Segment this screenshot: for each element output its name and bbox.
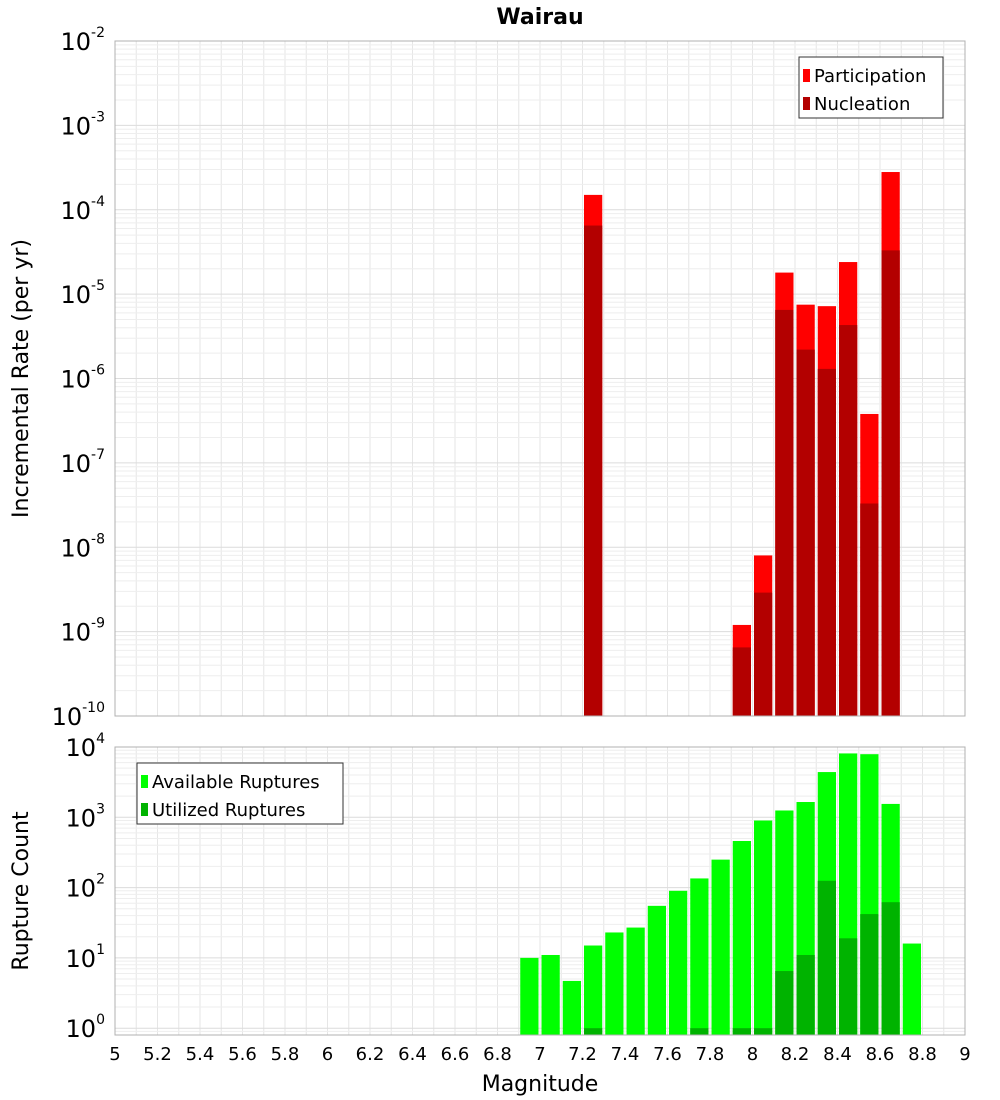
bar — [775, 309, 794, 716]
legend-label: Available Ruptures — [152, 772, 320, 793]
bar — [584, 1028, 603, 1035]
bar — [690, 1028, 709, 1035]
series-1 — [584, 880, 900, 1035]
y-tick-label: 10-2 — [60, 25, 105, 56]
x-tick-label: 5.8 — [271, 1044, 300, 1065]
y-tick-label: 10-9 — [60, 616, 105, 647]
y-tick-label: 10-8 — [60, 531, 105, 562]
bar — [902, 943, 921, 1035]
y-axis-label: Incremental Rate (per yr) — [9, 239, 34, 518]
bar — [732, 647, 751, 716]
x-tick-label: 6.4 — [398, 1044, 427, 1065]
bar — [669, 890, 688, 1035]
y-tick-label: 10-4 — [60, 194, 105, 225]
bar — [732, 1028, 751, 1035]
bar — [796, 954, 815, 1035]
y-tick-label: 101 — [66, 942, 105, 973]
x-axis-label: Magnitude — [482, 1072, 599, 1097]
bar — [839, 325, 858, 716]
legend-box — [136, 762, 344, 825]
x-tick-label: 6.6 — [441, 1044, 470, 1065]
x-tick-label: 5.2 — [143, 1044, 172, 1065]
bar — [584, 945, 603, 1035]
y-tick-label: 102 — [66, 872, 105, 903]
x-tick-label: 7.2 — [568, 1044, 597, 1065]
bar — [754, 592, 773, 716]
x-tick-label: 6.2 — [356, 1044, 385, 1065]
legend-swatch — [803, 69, 810, 82]
x-tick-label: 7.8 — [696, 1044, 725, 1065]
plot-border — [114, 746, 966, 1036]
y-tick-label: 103 — [66, 801, 105, 832]
bar — [775, 971, 794, 1035]
bar — [754, 820, 773, 1035]
bar — [732, 841, 751, 1035]
x-tick-label: 7.4 — [611, 1044, 640, 1065]
bar — [754, 1028, 773, 1035]
y-tick-label: 10-6 — [60, 363, 105, 394]
y-tick-label: 100 — [66, 1012, 105, 1043]
bar — [817, 880, 836, 1035]
bar — [711, 859, 730, 1035]
y-tick-label: 10-5 — [60, 278, 105, 309]
series-0 — [520, 753, 921, 1035]
grid-lines — [114, 40, 966, 717]
series-1 — [584, 225, 900, 717]
legend-box — [798, 56, 944, 119]
x-tick-label: 5.4 — [186, 1044, 215, 1065]
bar — [839, 938, 858, 1035]
legend-label: Nucleation — [814, 94, 910, 115]
bar — [541, 954, 560, 1035]
x-tick-label: 9 — [959, 1044, 970, 1065]
y-tick-label: 104 — [66, 731, 106, 762]
x-tick-label: 8.2 — [781, 1044, 810, 1065]
bar — [881, 902, 900, 1035]
x-tick-label: 6.8 — [483, 1044, 512, 1065]
bar — [860, 914, 879, 1035]
x-tick-label: 5 — [109, 1044, 120, 1065]
bar — [626, 927, 645, 1035]
legend: Participation Nucleation — [798, 56, 944, 119]
x-tick-label: 8 — [747, 1044, 758, 1065]
chart-title: Wairau — [496, 5, 583, 30]
rate-panel: 10-10 10-9 10-8 10-7 10-6 10-5 10-4 10-3 10-2 Inc… — [9, 25, 966, 731]
legend-swatch — [141, 803, 148, 816]
x-tick-label: 7.6 — [653, 1044, 682, 1065]
legend-swatch — [803, 97, 810, 110]
bar — [860, 503, 879, 716]
bar — [690, 878, 709, 1035]
plot-border — [114, 40, 966, 717]
x-tick-label: 7 — [534, 1044, 545, 1065]
y-tick-label: 10-3 — [60, 109, 105, 140]
bar — [881, 250, 900, 717]
bar — [520, 957, 539, 1035]
legend: Available Ruptures Utilized Ruptures — [136, 762, 344, 825]
y-tick-label: 10-7 — [60, 447, 105, 478]
y-axis-label: Rupture Count — [9, 811, 34, 971]
bar — [562, 980, 581, 1035]
bar — [796, 349, 815, 716]
bar — [647, 905, 666, 1035]
legend-swatch — [141, 775, 148, 788]
x-tick-label: 5.6 — [228, 1044, 257, 1065]
count-panel: 100 101 102 103 104 Rupture Count 5 5.2 5.4 5.6 5.… — [9, 731, 971, 1097]
bar — [584, 225, 603, 716]
x-tick-label: 8.8 — [908, 1044, 937, 1065]
legend-label: Participation — [814, 66, 926, 87]
x-tick-label: 8.6 — [866, 1044, 895, 1065]
bar — [605, 932, 624, 1035]
y-tick-label: 10-10 — [52, 700, 105, 731]
x-tick-label: 8.4 — [823, 1044, 852, 1065]
x-tick-label: 6 — [322, 1044, 333, 1065]
bar — [817, 368, 836, 716]
legend-label: Utilized Ruptures — [152, 800, 305, 821]
